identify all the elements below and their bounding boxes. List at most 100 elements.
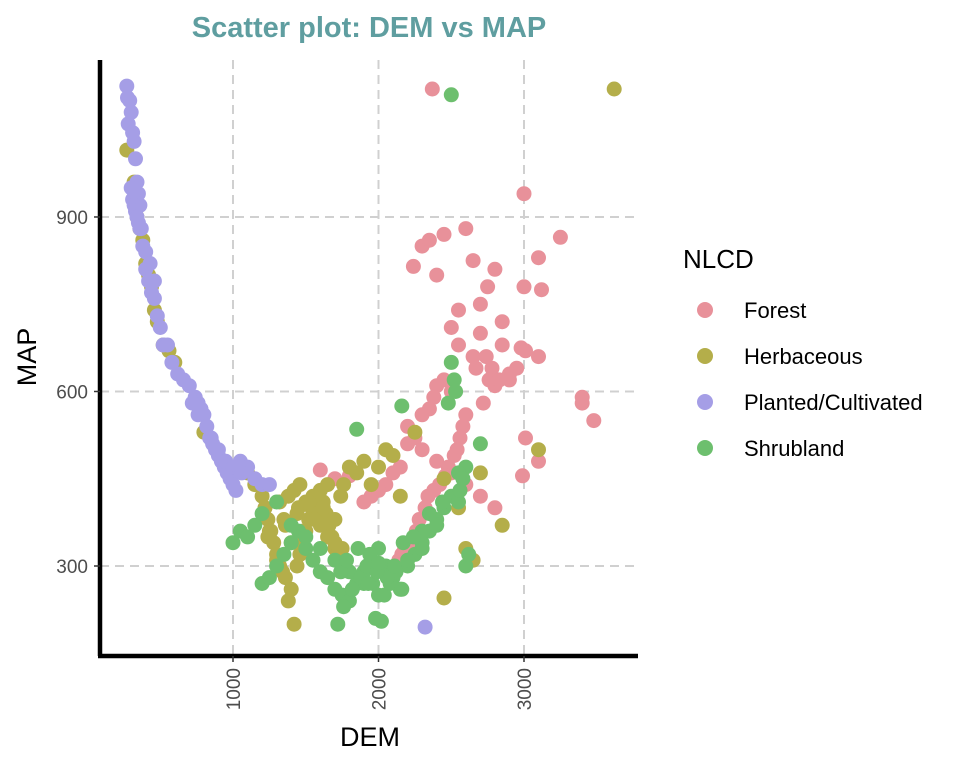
point-planted-cultivated — [184, 395, 200, 411]
point-herbaceous — [320, 477, 336, 493]
point-forest — [552, 229, 568, 245]
point-shrubland — [360, 576, 376, 591]
series-shrubland — [225, 87, 488, 632]
point-herbaceous — [333, 488, 349, 504]
point-planted-cultivated — [146, 290, 162, 306]
point-shrubland — [330, 616, 346, 632]
point-shrubland — [261, 570, 277, 586]
point-shrubland — [350, 541, 366, 556]
point-forest — [455, 418, 471, 434]
point-herbaceous — [436, 590, 452, 606]
point-herbaceous — [301, 494, 317, 510]
point-herbaceous — [280, 593, 296, 609]
point-herbaceous — [349, 465, 365, 481]
point-shrubland — [421, 506, 437, 522]
point-shrubland — [283, 535, 299, 551]
point-forest — [478, 349, 494, 365]
point-planted-cultivated — [164, 354, 180, 370]
point-forest — [472, 488, 488, 504]
point-herbaceous — [334, 541, 350, 556]
point-shrubland — [305, 552, 321, 568]
point-forest — [494, 337, 510, 353]
x-tick-label: 3000 — [515, 668, 536, 710]
point-planted-cultivated — [149, 308, 165, 324]
point-forest — [429, 267, 445, 283]
x-tick-label: 1000 — [224, 668, 245, 710]
point-forest — [429, 378, 445, 394]
point-forest — [429, 453, 445, 469]
point-planted-cultivated — [190, 407, 206, 423]
point-shrubland — [448, 384, 464, 399]
point-shrubland — [336, 599, 352, 615]
point-shrubland — [269, 558, 285, 574]
point-planted-cultivated — [123, 104, 139, 120]
point-forest — [458, 221, 474, 237]
point-forest — [421, 232, 437, 248]
point-herbaceous — [260, 529, 276, 545]
point-planted-cultivated — [126, 133, 142, 149]
point-forest — [574, 395, 590, 411]
point-planted-cultivated — [199, 418, 215, 434]
point-herbaceous — [407, 424, 423, 440]
point-shrubland — [298, 541, 314, 556]
point-forest — [414, 442, 430, 458]
point-planted-cultivated — [142, 256, 158, 271]
point-herbaceous — [307, 512, 322, 527]
point-herbaceous — [286, 616, 302, 632]
point-forest — [515, 468, 530, 484]
point-herbaceous — [289, 558, 305, 574]
point-shrubland — [254, 506, 270, 522]
point-shrubland — [400, 552, 416, 568]
point-forest — [385, 465, 401, 481]
point-planted-cultivated — [119, 78, 135, 94]
point-forest — [420, 488, 436, 504]
legend-key-planted-cultivated — [697, 394, 713, 410]
point-shrubland — [240, 529, 256, 545]
point-herbaceous — [283, 581, 299, 597]
point-forest — [356, 494, 372, 510]
point-herbaceous — [606, 81, 622, 97]
point-shrubland — [371, 555, 386, 571]
point-planted-cultivated — [228, 482, 244, 498]
point-forest — [443, 320, 459, 335]
point-shrubland — [435, 494, 450, 510]
legend-key-shrubland — [697, 440, 713, 456]
point-shrubland — [394, 398, 410, 414]
point-shrubland — [472, 436, 488, 452]
point-herbaceous — [436, 471, 452, 487]
point-shrubland — [373, 613, 389, 629]
point-forest — [472, 325, 488, 341]
point-forest — [452, 430, 468, 446]
point-herbaceous — [289, 506, 305, 522]
point-forest — [491, 372, 507, 388]
point-herbaceous — [277, 570, 293, 586]
series-planted-cultivated — [119, 78, 433, 635]
point-shrubland — [312, 541, 328, 556]
point-shrubland — [327, 552, 343, 568]
point-planted-cultivated — [123, 180, 139, 196]
legend-label-herbaceous: Herbaceous — [744, 344, 863, 369]
point-herbaceous — [254, 488, 270, 504]
point-shrubland — [458, 558, 474, 574]
point-herbaceous — [327, 512, 343, 527]
point-shrubland — [429, 517, 445, 533]
point-forest — [451, 337, 466, 353]
point-forest — [531, 349, 546, 365]
point-shrubland — [387, 558, 402, 574]
point-shrubland — [225, 535, 241, 551]
y-axis-ticks: 300 600 900 — [56, 208, 100, 578]
point-forest — [487, 500, 503, 516]
point-shrubland — [443, 354, 459, 370]
point-planted-cultivated — [261, 477, 277, 493]
point-shrubland — [298, 529, 314, 545]
point-herbaceous — [356, 453, 372, 469]
point-forest — [436, 226, 452, 242]
legend-label-forest: Forest — [744, 298, 806, 323]
point-forest — [516, 279, 532, 295]
point-planted-cultivated — [181, 378, 197, 394]
point-shrubland — [269, 494, 285, 510]
y-tick-label: 300 — [56, 557, 88, 578]
point-forest — [458, 407, 474, 423]
